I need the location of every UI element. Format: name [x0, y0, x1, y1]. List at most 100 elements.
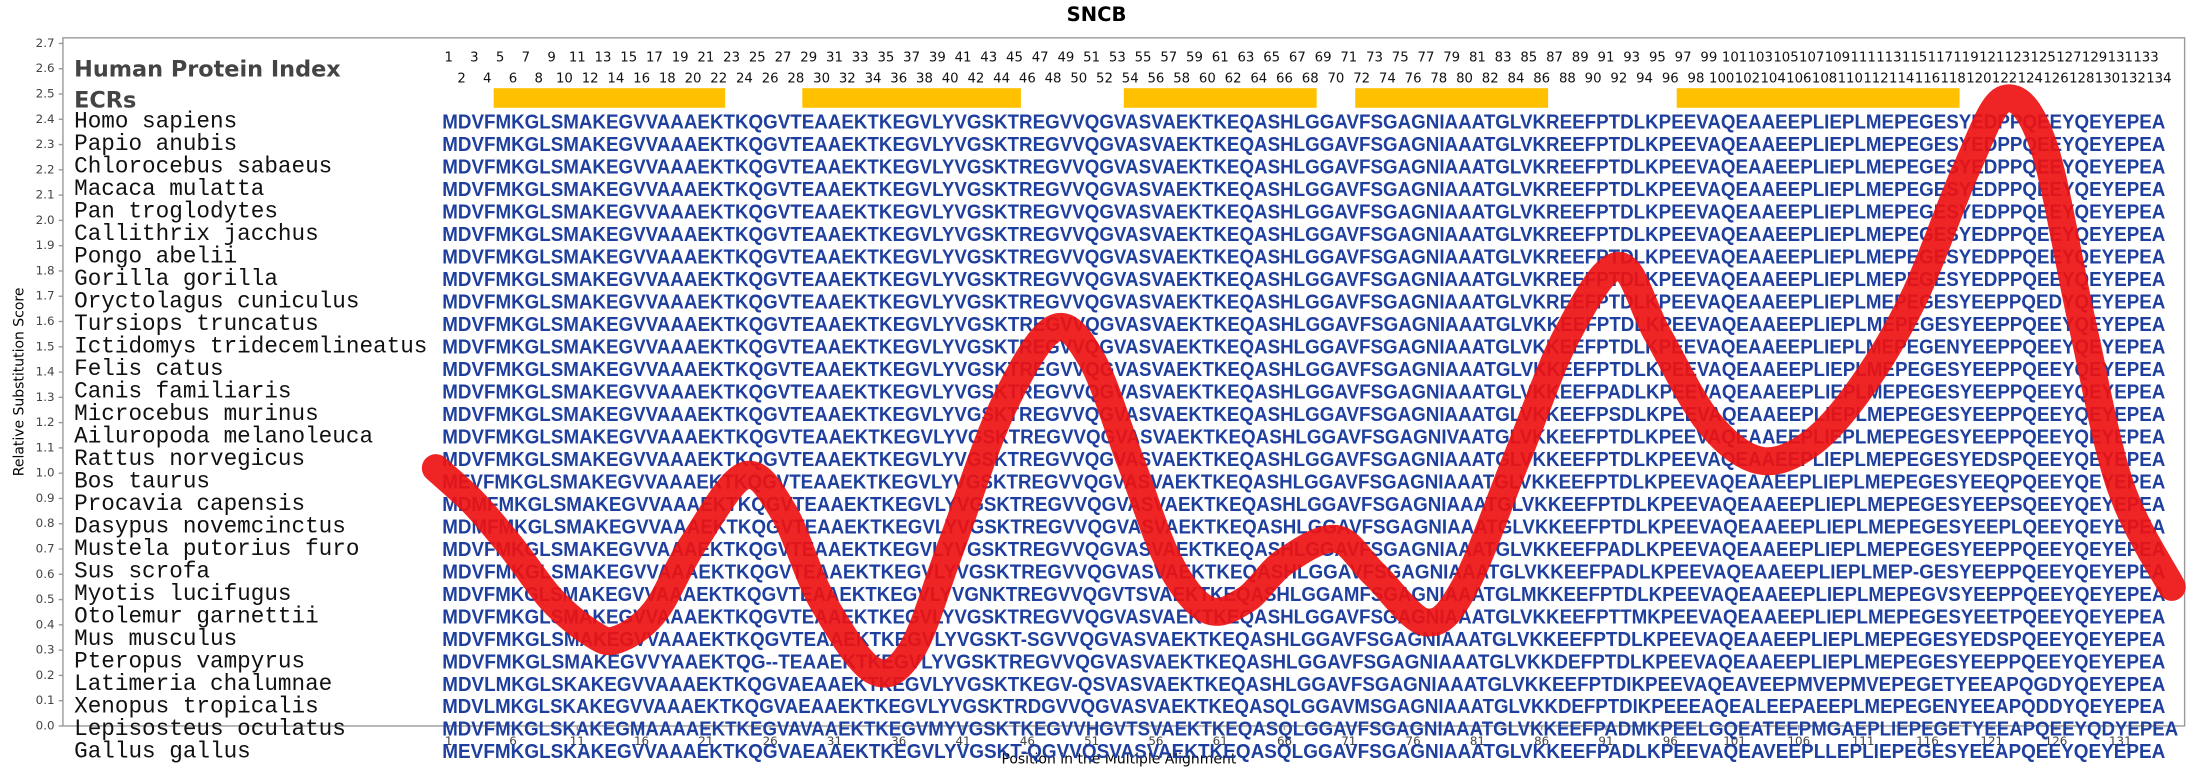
- sequence: MEVFMKGLSKAKEGVVAAAEKTKQGVAEAAEKTKEGVLYV…: [442, 741, 2165, 763]
- ecr-label: ECRs: [74, 87, 136, 113]
- position-number: 97: [1675, 50, 1692, 65]
- position-number: 82: [1482, 71, 1499, 86]
- position-number: 17: [646, 50, 663, 65]
- x-tick-label: 26: [763, 734, 778, 748]
- species-name: Ailuropoda melanoleuca: [74, 424, 373, 450]
- position-number: 34: [865, 71, 882, 86]
- position-number: 79: [1443, 50, 1460, 65]
- species-name: Gorilla gorilla: [74, 266, 278, 292]
- position-number: 16: [633, 71, 650, 86]
- sequence: MDVFMKGLSMAKEGVVAAAEKTKQGVTEAAEKTKEGVLYV…: [442, 426, 2165, 448]
- y-tick-label: 2.6: [36, 61, 55, 75]
- position-number: 61: [1212, 50, 1229, 65]
- sequence: MDVFMKGLSMAKEGVVAAAEKTKQGVTEAAEKTKEGVLYV…: [442, 381, 2165, 403]
- position-number: 133: [2133, 50, 2158, 65]
- y-tick-label: 0.6: [36, 567, 55, 581]
- position-number: 114: [1889, 71, 1914, 86]
- position-number: 109: [1825, 50, 1850, 65]
- position-number: 12: [582, 71, 599, 86]
- sequence: MDVFMKGLSMAKEGVVAAAEKTKQGVTEAAEKTKEGVLYV…: [442, 584, 2165, 606]
- sequence: MDMFMKGLSMAKEGVVAAAEKTKQGVTEAAEKTKEGVLYV…: [442, 516, 2165, 538]
- position-number: 93: [1623, 50, 1640, 65]
- position-number: 126: [2043, 71, 2068, 86]
- position-number: 4: [483, 71, 491, 86]
- sequence: MDVFMKGLSMAKEGVVAAAEKTKQGVTEAAEKTKEGVLYV…: [442, 359, 2165, 381]
- position-number: 28: [787, 71, 804, 86]
- sequence: MEVFMKGLSMAKEGVVAAAEKTKQGVTEAAEKTKEGVLYV…: [442, 471, 2165, 493]
- sequence: MDVFMKGLSMAKEGVVAAAEKTKQGVTEAAEKTKEGVLYV…: [442, 561, 2165, 583]
- position-number: 115: [1902, 50, 1927, 65]
- position-number: 14: [607, 71, 624, 86]
- position-number: 45: [1006, 50, 1023, 65]
- sequence: MDMFMKGLSMAKEGVVAAAEKTKQGVTEAAEKTKEGVLYV…: [442, 494, 2165, 516]
- position-number: 125: [2030, 50, 2055, 65]
- species-name: Callithrix jacchus: [74, 221, 319, 247]
- position-number: 117: [1928, 50, 1953, 65]
- species-name: Dasypus novemcinctus: [74, 514, 346, 540]
- species-name: Gallus gallus: [74, 738, 251, 764]
- species-name: Chlorocebus sabaeus: [74, 154, 332, 180]
- position-number: 87: [1546, 50, 1563, 65]
- position-number: 64: [1250, 71, 1267, 86]
- sequence: MDVFMKGLSMAKEGVVYAAEKTQG--TEAAEKTKEGVLYV…: [442, 651, 2165, 673]
- x-tick-label: 21: [698, 734, 713, 748]
- y-tick-label: 1.0: [36, 466, 55, 480]
- species-name: Lepisosteus oculatus: [74, 716, 346, 742]
- y-tick-label: 0.2: [36, 668, 55, 682]
- position-number: 11: [569, 50, 586, 65]
- position-number: 86: [1533, 71, 1550, 86]
- position-number: 20: [685, 71, 702, 86]
- position-number: 10: [556, 71, 573, 86]
- position-number: 95: [1649, 50, 1666, 65]
- position-number: 74: [1379, 71, 1396, 86]
- position-number: 112: [1863, 71, 1888, 86]
- position-number: 53: [1109, 50, 1126, 65]
- x-tick-label: 131: [2109, 734, 2132, 748]
- position-number: 26: [762, 71, 779, 86]
- position-number: 41: [955, 50, 972, 65]
- y-tick-label: 2.2: [36, 162, 55, 176]
- position-number: 89: [1572, 50, 1589, 65]
- position-number: 63: [1237, 50, 1254, 65]
- sequence: MDVFMKGLSMAKEGVVAAAEKTKQGVTEAAEKTKEGVLYV…: [442, 179, 2165, 201]
- y-tick-label: 0.1: [36, 693, 55, 707]
- y-tick-label: 0.7: [36, 542, 55, 556]
- position-number: 8: [534, 71, 542, 86]
- position-number: 76: [1405, 71, 1422, 86]
- sequence: MDVFMKGLSMAKEGVVAAAEKTKQGVTEAAEKTKEGVLYV…: [442, 224, 2165, 246]
- chart-title: SNCB: [1067, 3, 1127, 26]
- position-number: 50: [1070, 71, 1087, 86]
- position-number: 33: [852, 50, 869, 65]
- species-name: Mus musculus: [74, 626, 237, 652]
- position-number: 62: [1225, 71, 1242, 86]
- x-tick-label: 1: [445, 734, 453, 748]
- species-name: Ictidomys tridecemlineatus: [74, 334, 427, 360]
- x-tick-label: 71: [1341, 734, 1356, 748]
- position-number: 127: [2056, 50, 2081, 65]
- position-number: 21: [697, 50, 714, 65]
- x-tick-label: 46: [1020, 734, 1035, 748]
- species-name: Procavia capensis: [74, 491, 305, 517]
- position-number: 120: [1966, 71, 1991, 86]
- position-number: 59: [1186, 50, 1203, 65]
- species-name: Otolemur garnettii: [74, 604, 319, 630]
- position-number: 1: [444, 50, 452, 65]
- position-number: 68: [1302, 71, 1319, 86]
- sequence: MDVFMKGLSMAKEGVVAAAEKTKQGVTEAAEKTKEGVLYV…: [442, 157, 2165, 179]
- species-name: Rattus norvegicus: [74, 446, 305, 472]
- y-tick-label: 1.2: [36, 415, 55, 429]
- y-tick-label: 1.3: [36, 390, 55, 404]
- position-number: 32: [839, 71, 856, 86]
- position-number: 116: [1915, 71, 1940, 86]
- y-tick-label: 2.3: [36, 137, 55, 151]
- position-number: 111: [1850, 50, 1875, 65]
- position-number: 122: [1992, 71, 2017, 86]
- position-number: 83: [1495, 50, 1512, 65]
- position-number: 94: [1636, 71, 1653, 86]
- position-number: 96: [1662, 71, 1679, 86]
- position-number: 46: [1019, 71, 1036, 86]
- x-tick-label: 81: [1470, 734, 1485, 748]
- position-number: 78: [1430, 71, 1447, 86]
- y-tick-label: 2.4: [36, 112, 55, 126]
